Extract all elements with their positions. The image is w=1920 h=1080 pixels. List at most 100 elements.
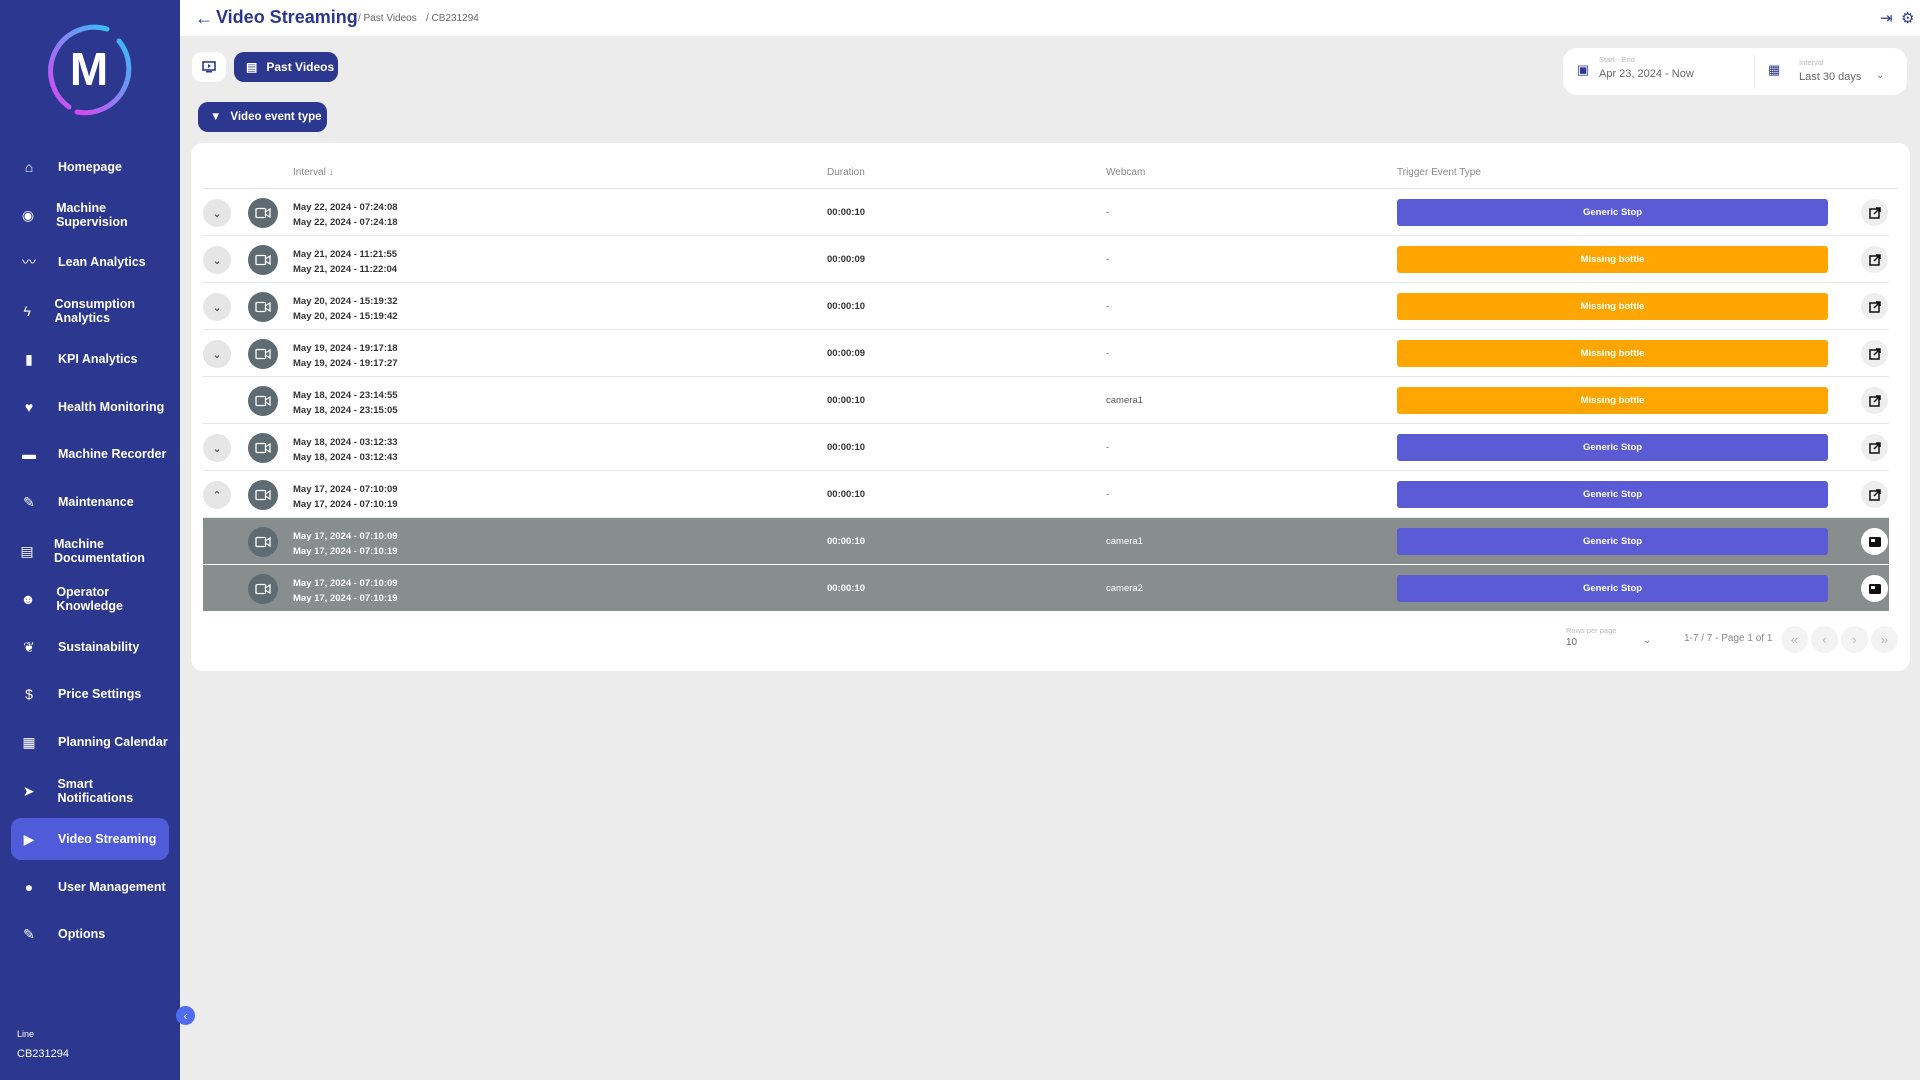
chevron-down-icon[interactable]: ⌄ (203, 293, 231, 321)
sidebar-item-label: Machine Supervision (56, 201, 128, 229)
sub-table-row: May 17, 2024 - 07:10:09 May 17, 2024 - 07… (203, 518, 1889, 565)
sidebar-item-label: Planning Calendar (58, 735, 168, 749)
open-external-button[interactable] (1861, 293, 1888, 320)
sidebar-item-label: Video Streaming (58, 832, 157, 846)
video-camera-icon[interactable] (248, 433, 278, 463)
sidebar-item-operator-knowledge[interactable]: ☻ Operator Knowledge (11, 578, 169, 620)
sidebar-item-user-management[interactable]: ● User Management (11, 866, 169, 908)
interval-cell: May 17, 2024 - 07:10:09 May 17, 2024 - 07… (293, 531, 398, 557)
video-window-icon (1868, 583, 1881, 594)
table-row: May 18, 2024 - 23:14:55 May 18, 2024 - 23… (203, 377, 1889, 424)
gear-icon[interactable]: ⚙ (1901, 10, 1915, 27)
sidebar-item-video-streaming[interactable]: ▶ Video Streaming (11, 818, 169, 860)
chevron-down-icon[interactable]: ⌄ (203, 246, 231, 274)
collapse-sidebar-button[interactable]: ‹ (176, 1006, 195, 1025)
sidebar-item-label: Operator Knowledge (56, 585, 123, 613)
date-range-value: Apr 23, 2024 - Now (1599, 68, 1694, 80)
trigger-event-badge: Missing bottle (1397, 340, 1828, 367)
interval-cell: May 17, 2024 - 07:10:09 May 17, 2024 - 07… (293, 578, 398, 604)
sidebar-item-label: KPI Analytics (58, 352, 138, 366)
video-event-type-filter[interactable]: ▼ Video event type (198, 102, 327, 132)
sidebar-item-machine-supervision[interactable]: ◉ Machine Supervision (11, 194, 169, 236)
interval-cell: May 19, 2024 - 19:17:18 May 19, 2024 - 19… (293, 343, 398, 369)
calendar-icon: ▦ (22, 733, 36, 750)
table-row: ⌄ May 20, 2024 - 15:19:32 May 20, 2024 - 1… (203, 283, 1889, 330)
duration-cell: 00:00:09 (827, 348, 866, 359)
table-row: ⌄ May 21, 2024 - 11:21:55 May 21, 2024 - 1… (203, 236, 1889, 283)
past-videos-button[interactable]: ▤ Past Videos (234, 52, 338, 82)
chevron-down-icon[interactable]: ⌄ (203, 199, 231, 227)
video-camera-icon[interactable] (248, 339, 278, 369)
chevron-down-icon[interactable]: ⌄ (203, 340, 231, 368)
logo-letter: M (70, 43, 108, 95)
open-external-button[interactable] (1861, 246, 1888, 273)
video-camera-icon[interactable] (248, 292, 278, 322)
line-label: Line (17, 1029, 35, 1039)
bolt-icon: ϟ (23, 303, 31, 319)
video-camera-icon[interactable] (248, 574, 278, 604)
video-camera-icon[interactable] (248, 198, 278, 228)
first-page-button[interactable]: « (1781, 626, 1808, 653)
table-row: ⌃ May 17, 2024 - 07:10:09 May 17, 2024 - 0… (203, 471, 1889, 518)
top-bar: ← Video Streaming / Past Videos / CB2312… (180, 0, 1920, 36)
bar-chart-icon: ▮ (25, 350, 33, 367)
open-external-icon (1868, 300, 1881, 313)
sidebar-item-health-monitoring[interactable]: ♥ Health Monitoring (11, 386, 169, 428)
sidebar-item-label: User Management (58, 880, 166, 894)
eye-icon: ◉ (21, 206, 35, 223)
sidebar-item-maintenance[interactable]: ✎ Maintenance (11, 481, 169, 523)
open-external-button[interactable] (1861, 434, 1888, 461)
sidebar-item-homepage[interactable]: ⌂ Homepage (11, 146, 169, 188)
sidebar-item-machine-recorder[interactable]: ▬ Machine Recorder (11, 433, 169, 475)
open-external-button[interactable] (1861, 199, 1888, 226)
last-page-button[interactable]: » (1871, 626, 1898, 653)
sidebar-item-label: Health Monitoring (58, 400, 165, 414)
next-page-button[interactable]: › (1841, 626, 1868, 653)
video-camera-icon[interactable] (248, 527, 278, 557)
logo: M (48, 24, 132, 116)
interval-value: Last 30 days (1799, 71, 1862, 83)
sidebar-item-machine-documentation[interactable]: ▤ Machine Documentation (11, 530, 169, 572)
column-header-duration: Duration (827, 167, 865, 178)
play-video-button[interactable] (1861, 575, 1888, 602)
open-external-button[interactable] (1861, 481, 1888, 508)
pagination-summary: 1-7 / 7 - Page 1 of 1 (1684, 633, 1773, 644)
back-arrow-icon[interactable]: ← (195, 8, 213, 28)
live-video-button[interactable] (192, 52, 226, 82)
sidebar-item-price-settings[interactable]: $ Price Settings (11, 673, 169, 715)
webcam-cell: - (1106, 301, 1110, 312)
interval-cell: May 21, 2024 - 11:21:55 May 21, 2024 - 11… (293, 249, 398, 275)
chevron-down-icon[interactable]: ⌄ (203, 434, 231, 462)
breadcrumb-past-videos[interactable]: / Past Videos (358, 13, 417, 24)
breadcrumb-line[interactable]: / CB231294 (426, 13, 479, 24)
interval-cell: May 17, 2024 - 07:10:09 May 17, 2024 - 07… (293, 484, 398, 510)
sidebar-item-lean-analytics[interactable]: 〰 Lean Analytics (11, 241, 169, 283)
open-external-button[interactable] (1861, 387, 1888, 414)
chevron-down-icon: ⌄ (1876, 70, 1885, 81)
column-header-interval[interactable]: Interval ↓ (293, 167, 334, 178)
sidebar-item-planning-calendar[interactable]: ▦ Planning Calendar (11, 721, 169, 763)
video-camera-icon[interactable] (248, 245, 278, 275)
sidebar-item-label: Homepage (58, 160, 122, 174)
calendar-check-icon: ▣ (1577, 62, 1590, 77)
sidebar-item-smart-notifications[interactable]: ➤ Smart Notifications (11, 770, 169, 812)
filter-label: Video event type (230, 111, 322, 123)
trigger-event-badge: Generic Stop (1397, 481, 1828, 508)
logout-icon[interactable]: ⇥ (1880, 10, 1893, 27)
sidebar-item-consumption-analytics[interactable]: ϟ Consumption Analytics (11, 290, 169, 332)
open-external-button[interactable] (1861, 340, 1888, 367)
prev-page-button[interactable]: ‹ (1811, 626, 1838, 653)
sidebar-item-kpi-analytics[interactable]: ▮ KPI Analytics (11, 338, 169, 380)
chevron-up-icon[interactable]: ⌃ (203, 481, 231, 509)
date-range-picker[interactable]: ▣ Start - End Apr 23, 2024 - Now ▦ Inter… (1563, 48, 1907, 95)
video-camera-icon[interactable] (248, 386, 278, 416)
interval-cell: May 18, 2024 - 03:12:33 May 18, 2024 - 03… (293, 437, 398, 463)
duration-cell: 00:00:10 (827, 536, 866, 547)
video-camera-icon[interactable] (248, 480, 278, 510)
sidebar-item-sustainability[interactable]: ❦ Sustainability (11, 626, 169, 668)
play-video-button[interactable] (1861, 528, 1888, 555)
interval-cell: May 18, 2024 - 23:14:55 May 18, 2024 - 23… (293, 390, 398, 416)
sidebar-item-options[interactable]: ✎ Options (11, 913, 169, 955)
past-videos-label: Past Videos (266, 60, 335, 74)
home-icon: ⌂ (24, 159, 34, 175)
